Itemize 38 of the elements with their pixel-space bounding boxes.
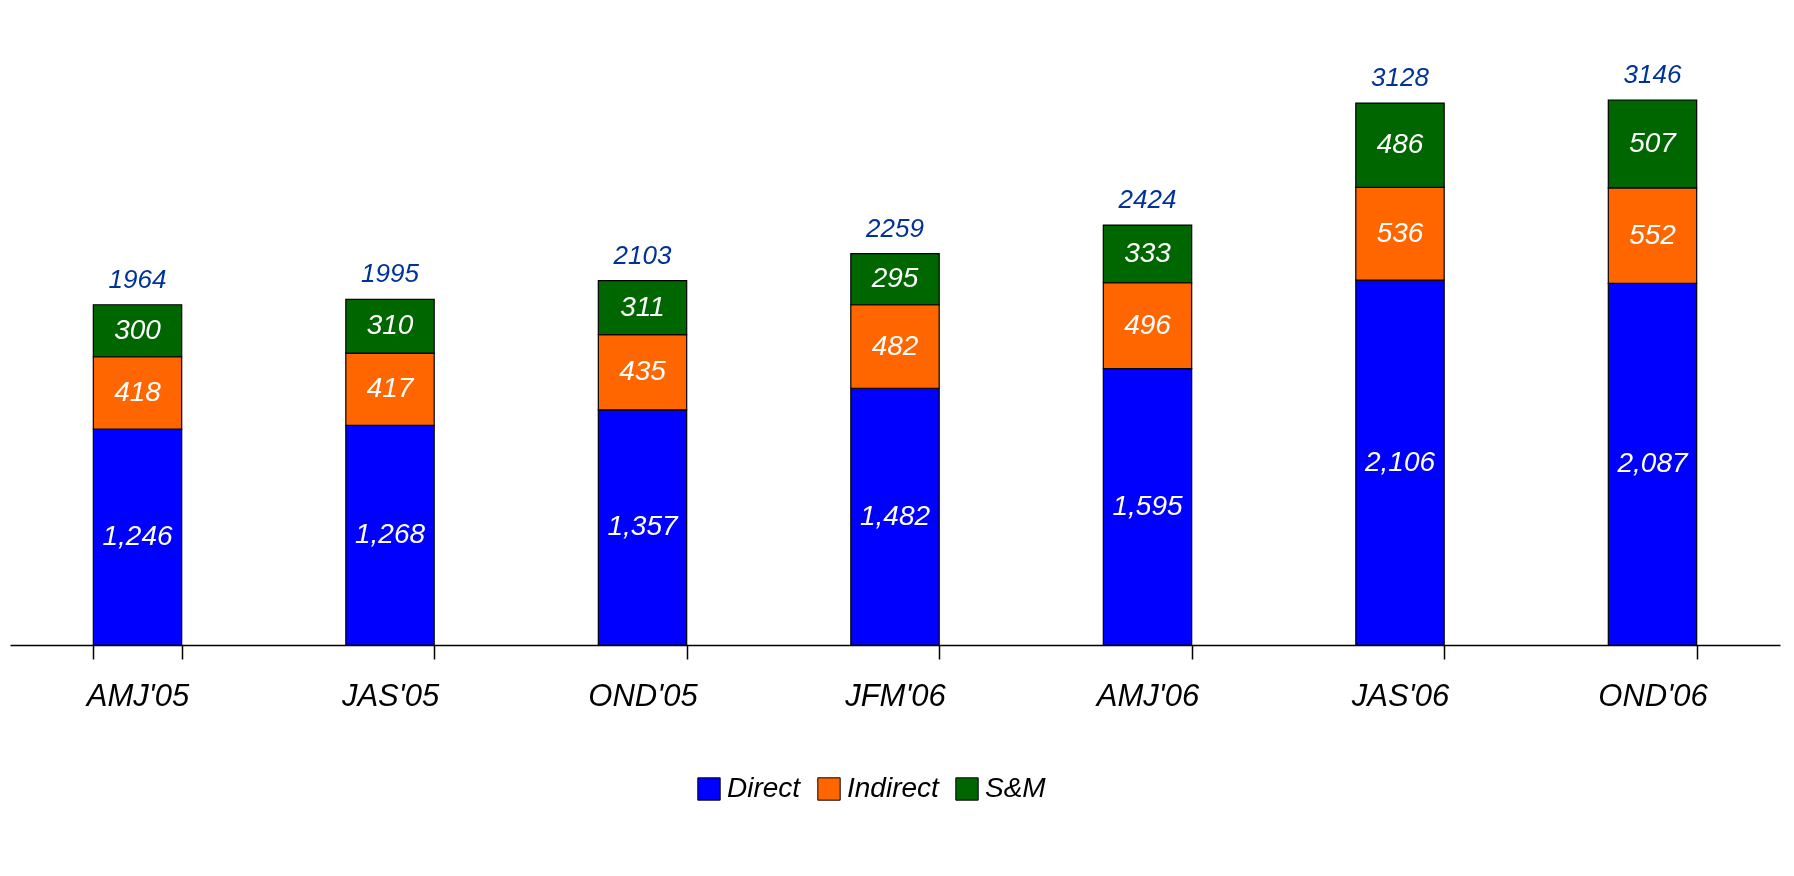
total-label: 1964 xyxy=(108,263,167,294)
data-label: 507 xyxy=(1629,126,1678,158)
data-label: 496 xyxy=(1124,308,1172,340)
data-label: 2,106 xyxy=(1363,445,1436,477)
data-label: 435 xyxy=(619,355,667,387)
data-label: 1,246 xyxy=(102,520,173,552)
legend-label: Direct xyxy=(727,772,802,803)
data-label: 311 xyxy=(620,290,665,322)
x-tick-label: JAS'05 xyxy=(340,677,440,713)
x-tick-label: JFM'06 xyxy=(844,677,947,713)
data-label: 1,595 xyxy=(1112,489,1183,521)
data-label: 417 xyxy=(366,372,415,404)
data-label: 295 xyxy=(870,262,919,294)
total-label: 2259 xyxy=(865,212,924,243)
data-label: 486 xyxy=(1376,128,1424,160)
x-tick-label: AMJ'05 xyxy=(84,677,190,713)
data-label: 333 xyxy=(1124,236,1172,268)
legend-label: Indirect xyxy=(847,772,941,803)
total-label: 2103 xyxy=(612,239,672,270)
data-label: 1,357 xyxy=(607,510,679,542)
total-label: 2424 xyxy=(1117,184,1177,215)
data-label: 1,268 xyxy=(354,518,426,550)
data-label: 536 xyxy=(1376,216,1424,248)
total-label: 1995 xyxy=(361,258,420,289)
x-tick-label: JAS'06 xyxy=(1350,677,1450,713)
total-label: 3128 xyxy=(1371,62,1430,93)
data-label: 310 xyxy=(366,309,414,341)
total-label: 3146 xyxy=(1623,59,1682,89)
data-label: 2,087 xyxy=(1616,447,1689,479)
x-tick-label: OND'06 xyxy=(1598,677,1709,713)
data-label: 1,482 xyxy=(859,499,931,531)
legend-label: S&M xyxy=(985,772,1047,803)
data-label: 482 xyxy=(871,329,919,361)
x-tick-label: AMJ'06 xyxy=(1094,677,1200,713)
x-tick-label: OND'05 xyxy=(588,677,699,713)
data-label: 418 xyxy=(114,375,162,407)
data-label: 300 xyxy=(114,313,162,345)
data-label: 552 xyxy=(1629,218,1677,250)
